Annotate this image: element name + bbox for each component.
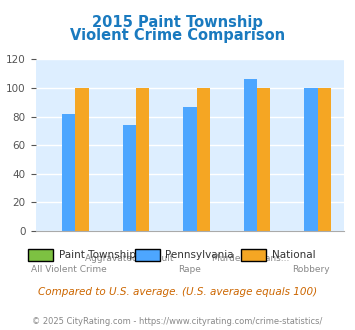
- Text: National: National: [272, 250, 315, 260]
- Text: Rape: Rape: [179, 265, 201, 274]
- Bar: [136, 88, 149, 231]
- Text: Aggravated Assault: Aggravated Assault: [85, 254, 174, 263]
- Text: Pennsylvania: Pennsylvania: [165, 250, 234, 260]
- Bar: [318, 88, 331, 231]
- Bar: [304, 88, 318, 231]
- Text: Violent Crime Comparison: Violent Crime Comparison: [70, 28, 285, 43]
- Text: © 2025 CityRating.com - https://www.cityrating.com/crime-statistics/: © 2025 CityRating.com - https://www.city…: [32, 317, 323, 326]
- Text: Robbery: Robbery: [292, 265, 330, 274]
- Text: Compared to U.S. average. (U.S. average equals 100): Compared to U.S. average. (U.S. average …: [38, 287, 317, 297]
- Bar: [62, 114, 76, 231]
- Bar: [123, 125, 136, 231]
- Text: Paint Township: Paint Township: [59, 250, 136, 260]
- Text: All Violent Crime: All Violent Crime: [31, 265, 107, 274]
- Bar: [183, 107, 197, 231]
- Text: 2015 Paint Township: 2015 Paint Township: [92, 15, 263, 30]
- Bar: [76, 88, 89, 231]
- Bar: [197, 88, 210, 231]
- Text: Murder & Mans...: Murder & Mans...: [212, 254, 289, 263]
- Bar: [244, 80, 257, 231]
- Bar: [257, 88, 271, 231]
